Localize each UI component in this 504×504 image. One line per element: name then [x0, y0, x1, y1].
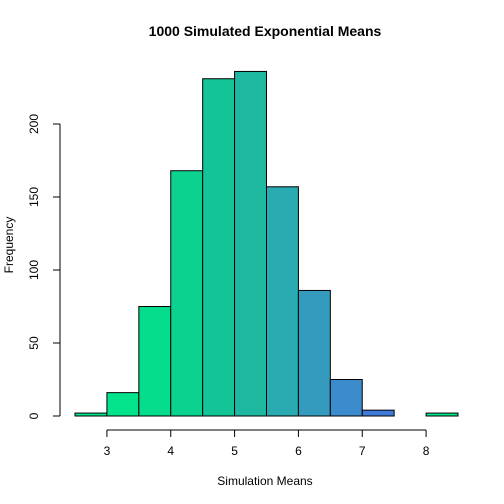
y-axis-label: Frequency	[2, 217, 16, 274]
y-tick-label: 150	[27, 187, 41, 207]
x-tick-label: 7	[359, 444, 366, 458]
histogram-bar	[266, 186, 299, 417]
histogram-bar	[138, 306, 172, 417]
histogram-bar	[170, 170, 204, 417]
x-axis-label: Simulation Means	[217, 474, 312, 488]
y-tick-label: 200	[27, 114, 41, 134]
histogram-bar	[361, 409, 395, 417]
x-tick-label: 6	[295, 444, 302, 458]
x-tick-label: 4	[167, 444, 174, 458]
y-tick-label: 50	[27, 336, 41, 350]
histogram-bar	[425, 412, 459, 417]
x-axis: 3 4 5 6 7 8	[104, 429, 430, 458]
histogram-bar	[297, 289, 331, 417]
histogram-bar	[234, 70, 267, 417]
x-tick-label: 5	[231, 444, 238, 458]
histogram-bar	[74, 412, 108, 417]
y-tick-label: 0	[27, 412, 41, 419]
y-axis: 0 50 100 150 200	[27, 114, 61, 419]
histogram-bar	[106, 392, 140, 417]
x-tick-label: 3	[104, 444, 111, 458]
histogram-bar	[202, 78, 236, 417]
bars-group	[74, 70, 459, 417]
chart-title: 1000 Simulated Exponential Means	[149, 23, 382, 39]
y-tick-label: 100	[27, 260, 41, 280]
histogram-bar	[329, 379, 363, 417]
x-tick-label: 8	[423, 444, 430, 458]
